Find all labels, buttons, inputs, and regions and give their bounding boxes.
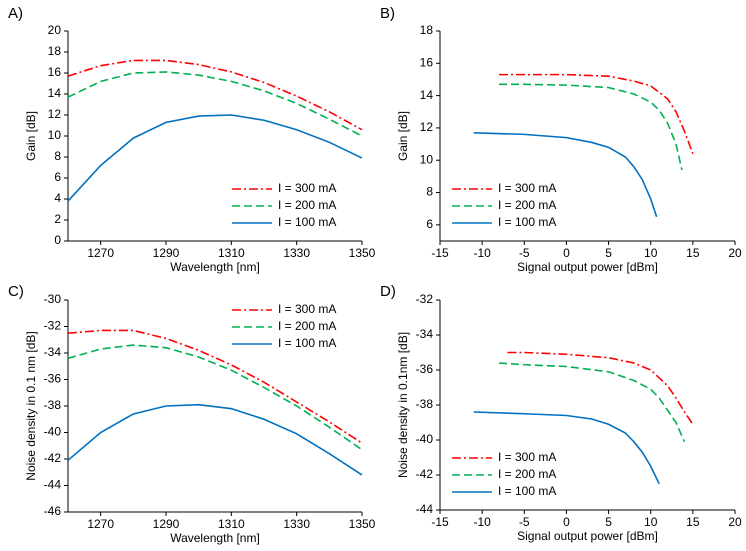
panel-label: D) [380,283,396,300]
x-axis-title: Signal output power [dBm] [517,260,658,274]
y-axis-title: Gain [dB] [24,111,38,161]
y-tick-label: -34 [416,327,434,341]
legend-label: I = 200 mA [278,319,336,333]
x-tick-label: 1270 [87,517,114,531]
legend-label: I = 100 mA [278,215,336,229]
series-line [67,329,363,444]
y-tick-label: -34 [44,345,62,359]
series-line [473,131,658,218]
x-tick-label: -5 [519,515,530,529]
x-tick-label: 0 [563,515,570,529]
x-tick-label: 10 [644,246,658,260]
x-tick-label: -15 [431,246,449,260]
x-tick-label: 20 [728,515,742,529]
x-tick-label: 0 [563,246,570,260]
y-tick-label: 4 [54,191,61,205]
y-tick-label: 14 [48,86,62,100]
y-tick-label: 10 [420,152,434,166]
series-line [67,344,363,451]
x-tick-label: 1310 [218,517,245,531]
legend-label: I = 300 mA [498,181,556,195]
y-tick-label: 6 [426,217,433,231]
series-line [473,411,660,485]
y-tick-label: -44 [416,502,434,516]
legend-label: I = 200 mA [278,198,336,212]
y-axis-title: Noise density in 0.1 nm [dB] [24,331,38,480]
x-tick-label: -5 [519,246,530,260]
legend-label: I = 100 mA [498,215,556,229]
y-tick-label: -30 [44,292,62,306]
x-tick-label: 1330 [283,517,310,531]
x-tick-label: 1310 [218,246,245,260]
x-tick-label: 20 [728,246,742,260]
x-tick-label: 15 [686,246,700,260]
x-tick-label: 1270 [87,246,114,260]
y-tick-label: -32 [44,319,62,333]
y-tick-label: -36 [416,362,434,376]
y-tick-label: -32 [416,292,434,306]
y-tick-label: 2 [54,212,61,226]
y-tick-label: -40 [416,432,434,446]
y-tick-label: 8 [54,149,61,163]
x-tick-label: 1350 [349,517,376,531]
y-axis-title: Noise density in 0.1nm [dB] [396,332,410,478]
legend-label: I = 100 mA [278,336,336,350]
y-tick-label: -44 [44,478,62,492]
series-line [499,73,694,155]
x-tick-label: -10 [473,246,491,260]
y-tick-label: -38 [44,398,62,412]
x-tick-label: 5 [605,246,612,260]
panel-label: B) [380,5,395,22]
x-tick-label: -15 [431,515,449,529]
y-tick-label: -46 [44,504,62,518]
x-tick-label: 10 [644,515,658,529]
y-tick-label: 14 [420,88,434,102]
x-tick-label: 1330 [283,246,310,260]
y-tick-label: 12 [48,107,62,121]
y-tick-label: 6 [54,170,61,184]
series-line [499,83,683,171]
legend-label: I = 100 mA [498,484,556,498]
legend-label: I = 300 mA [278,302,336,316]
legend-label: I = 300 mA [278,181,336,195]
y-tick-label: -36 [44,372,62,386]
y-tick-label: 18 [48,44,62,58]
x-axis-title: Signal output power [dBm] [517,529,658,543]
series-line [67,114,363,202]
x-tick-label: -10 [473,515,491,529]
x-tick-label: 1350 [349,246,376,260]
y-tick-label: 16 [48,65,62,79]
x-tick-label: 1290 [153,246,180,260]
panel-label: C) [8,283,24,300]
x-tick-label: 5 [605,515,612,529]
y-tick-label: -42 [416,467,434,481]
legend-label: I = 200 mA [498,198,556,212]
panel-label: A) [8,5,23,22]
series-line [498,362,686,443]
y-tick-label: 0 [54,233,61,247]
y-tick-label: 18 [420,23,434,37]
y-tick-label: -40 [44,425,62,439]
y-tick-label: -38 [416,397,434,411]
x-axis-title: Wavelength [nm] [170,260,260,274]
series-line [507,351,694,425]
legend-label: I = 300 mA [498,450,556,464]
legend-label: I = 200 mA [498,467,556,481]
y-axis-title: Gain [dB] [396,111,410,161]
y-tick-label: 12 [420,120,434,134]
x-tick-label: 15 [686,515,700,529]
series-line [67,403,363,476]
y-tick-label: 16 [420,55,434,69]
x-axis-title: Wavelength [nm] [170,531,260,545]
y-tick-label: 8 [426,185,433,199]
series-line [67,71,363,137]
x-tick-label: 1290 [153,517,180,531]
y-tick-label: 10 [48,128,62,142]
y-tick-label: -42 [44,451,62,465]
series-line [67,59,363,131]
y-tick-label: 20 [48,23,62,37]
